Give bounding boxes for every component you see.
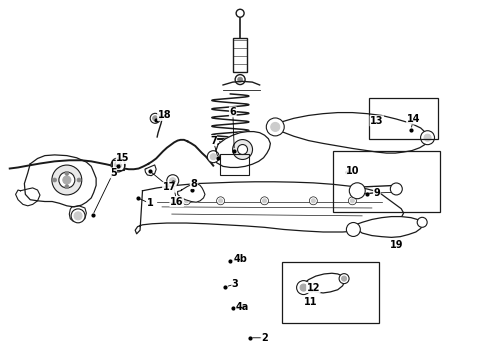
Text: 18: 18 — [158, 111, 172, 121]
Text: 16: 16 — [170, 197, 183, 207]
Circle shape — [207, 151, 219, 163]
Polygon shape — [24, 155, 96, 207]
Circle shape — [77, 178, 81, 182]
Polygon shape — [274, 113, 428, 153]
Circle shape — [217, 197, 224, 205]
Circle shape — [52, 165, 82, 195]
Text: 19: 19 — [390, 239, 403, 249]
Circle shape — [229, 149, 239, 159]
Circle shape — [184, 199, 189, 203]
Polygon shape — [16, 188, 40, 206]
Circle shape — [420, 131, 435, 145]
Circle shape — [271, 122, 280, 131]
Circle shape — [167, 175, 179, 187]
Circle shape — [238, 77, 243, 82]
Bar — [333, 151, 440, 212]
Circle shape — [74, 212, 82, 220]
Text: 7: 7 — [210, 136, 217, 145]
Text: 4b: 4b — [233, 254, 247, 264]
Text: 12: 12 — [307, 283, 320, 293]
Polygon shape — [69, 206, 86, 222]
Circle shape — [153, 116, 158, 121]
Bar — [112, 160, 124, 170]
Circle shape — [391, 183, 402, 195]
Circle shape — [346, 222, 360, 237]
Text: 17: 17 — [163, 182, 176, 192]
Bar — [220, 154, 249, 175]
Circle shape — [59, 172, 75, 188]
Circle shape — [150, 113, 160, 123]
Circle shape — [349, 183, 365, 199]
Circle shape — [238, 144, 247, 154]
Circle shape — [111, 158, 125, 172]
Text: 9: 9 — [373, 188, 380, 198]
Circle shape — [424, 134, 431, 141]
Circle shape — [417, 217, 427, 227]
Circle shape — [311, 199, 316, 203]
Circle shape — [210, 154, 216, 160]
Circle shape — [63, 176, 71, 184]
Polygon shape — [178, 183, 205, 202]
Circle shape — [263, 199, 267, 203]
Bar — [282, 262, 379, 323]
Circle shape — [219, 199, 222, 203]
Circle shape — [296, 280, 311, 294]
Polygon shape — [352, 217, 423, 237]
Circle shape — [339, 274, 349, 284]
Circle shape — [71, 209, 85, 223]
Text: 15: 15 — [116, 153, 130, 163]
Circle shape — [235, 75, 245, 85]
Circle shape — [266, 118, 284, 136]
Text: 6: 6 — [229, 107, 236, 117]
Polygon shape — [303, 273, 345, 293]
Circle shape — [233, 140, 252, 159]
Text: 10: 10 — [345, 166, 359, 176]
Circle shape — [350, 199, 354, 203]
Circle shape — [300, 284, 307, 291]
Circle shape — [236, 9, 244, 17]
Bar — [369, 98, 438, 139]
Circle shape — [342, 276, 346, 281]
Text: 11: 11 — [304, 297, 318, 307]
Circle shape — [115, 161, 122, 168]
Text: 13: 13 — [370, 116, 384, 126]
Circle shape — [52, 178, 57, 182]
Circle shape — [65, 171, 69, 175]
Circle shape — [170, 178, 176, 184]
Bar — [233, 39, 247, 72]
Circle shape — [232, 151, 237, 156]
Circle shape — [65, 185, 69, 189]
Text: 2: 2 — [261, 333, 268, 343]
Circle shape — [348, 197, 356, 205]
Circle shape — [309, 197, 318, 205]
Polygon shape — [215, 132, 270, 167]
Circle shape — [182, 197, 191, 205]
Text: 14: 14 — [407, 114, 420, 124]
Circle shape — [261, 197, 269, 205]
Text: 1: 1 — [147, 198, 153, 208]
Text: 5: 5 — [110, 168, 117, 178]
Polygon shape — [135, 182, 404, 234]
Text: 4a: 4a — [236, 302, 249, 312]
Text: 3: 3 — [232, 279, 239, 289]
Polygon shape — [145, 165, 156, 176]
Text: 8: 8 — [190, 179, 197, 189]
